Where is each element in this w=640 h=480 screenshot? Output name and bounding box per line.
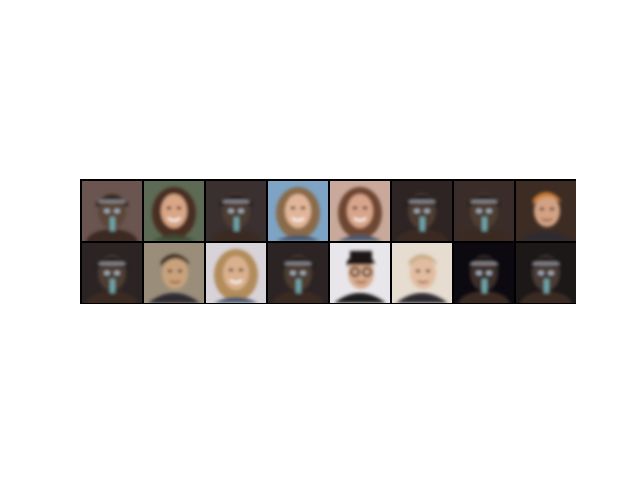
face-image bbox=[206, 181, 266, 241]
face-image bbox=[516, 181, 576, 241]
face-thumbnail bbox=[82, 181, 142, 241]
face-thumbnail bbox=[330, 243, 390, 303]
face-image bbox=[454, 243, 514, 303]
face-image bbox=[144, 181, 204, 241]
face-thumbnail bbox=[330, 181, 390, 241]
image-grid bbox=[80, 179, 576, 304]
face-thumbnail bbox=[392, 181, 452, 241]
face-image bbox=[268, 243, 328, 303]
face-image bbox=[516, 243, 576, 303]
face-image bbox=[330, 181, 390, 241]
face-thumbnail bbox=[206, 181, 266, 241]
face-image bbox=[392, 243, 452, 303]
face-image bbox=[206, 243, 266, 303]
face-thumbnail bbox=[82, 243, 142, 303]
face-thumbnail bbox=[268, 243, 328, 303]
face-thumbnail bbox=[392, 243, 452, 303]
face-thumbnail bbox=[144, 243, 204, 303]
face-image bbox=[454, 181, 514, 241]
face-image bbox=[144, 243, 204, 303]
face-image bbox=[82, 243, 142, 303]
face-thumbnail bbox=[516, 243, 576, 303]
face-thumbnail bbox=[454, 181, 514, 241]
face-image bbox=[330, 243, 390, 303]
face-thumbnail bbox=[268, 181, 328, 241]
face-thumbnail bbox=[454, 243, 514, 303]
face-image bbox=[82, 181, 142, 241]
face-thumbnail bbox=[144, 181, 204, 241]
face-image bbox=[392, 181, 452, 241]
face-thumbnail bbox=[206, 243, 266, 303]
face-thumbnail bbox=[516, 181, 576, 241]
face-image bbox=[268, 181, 328, 241]
